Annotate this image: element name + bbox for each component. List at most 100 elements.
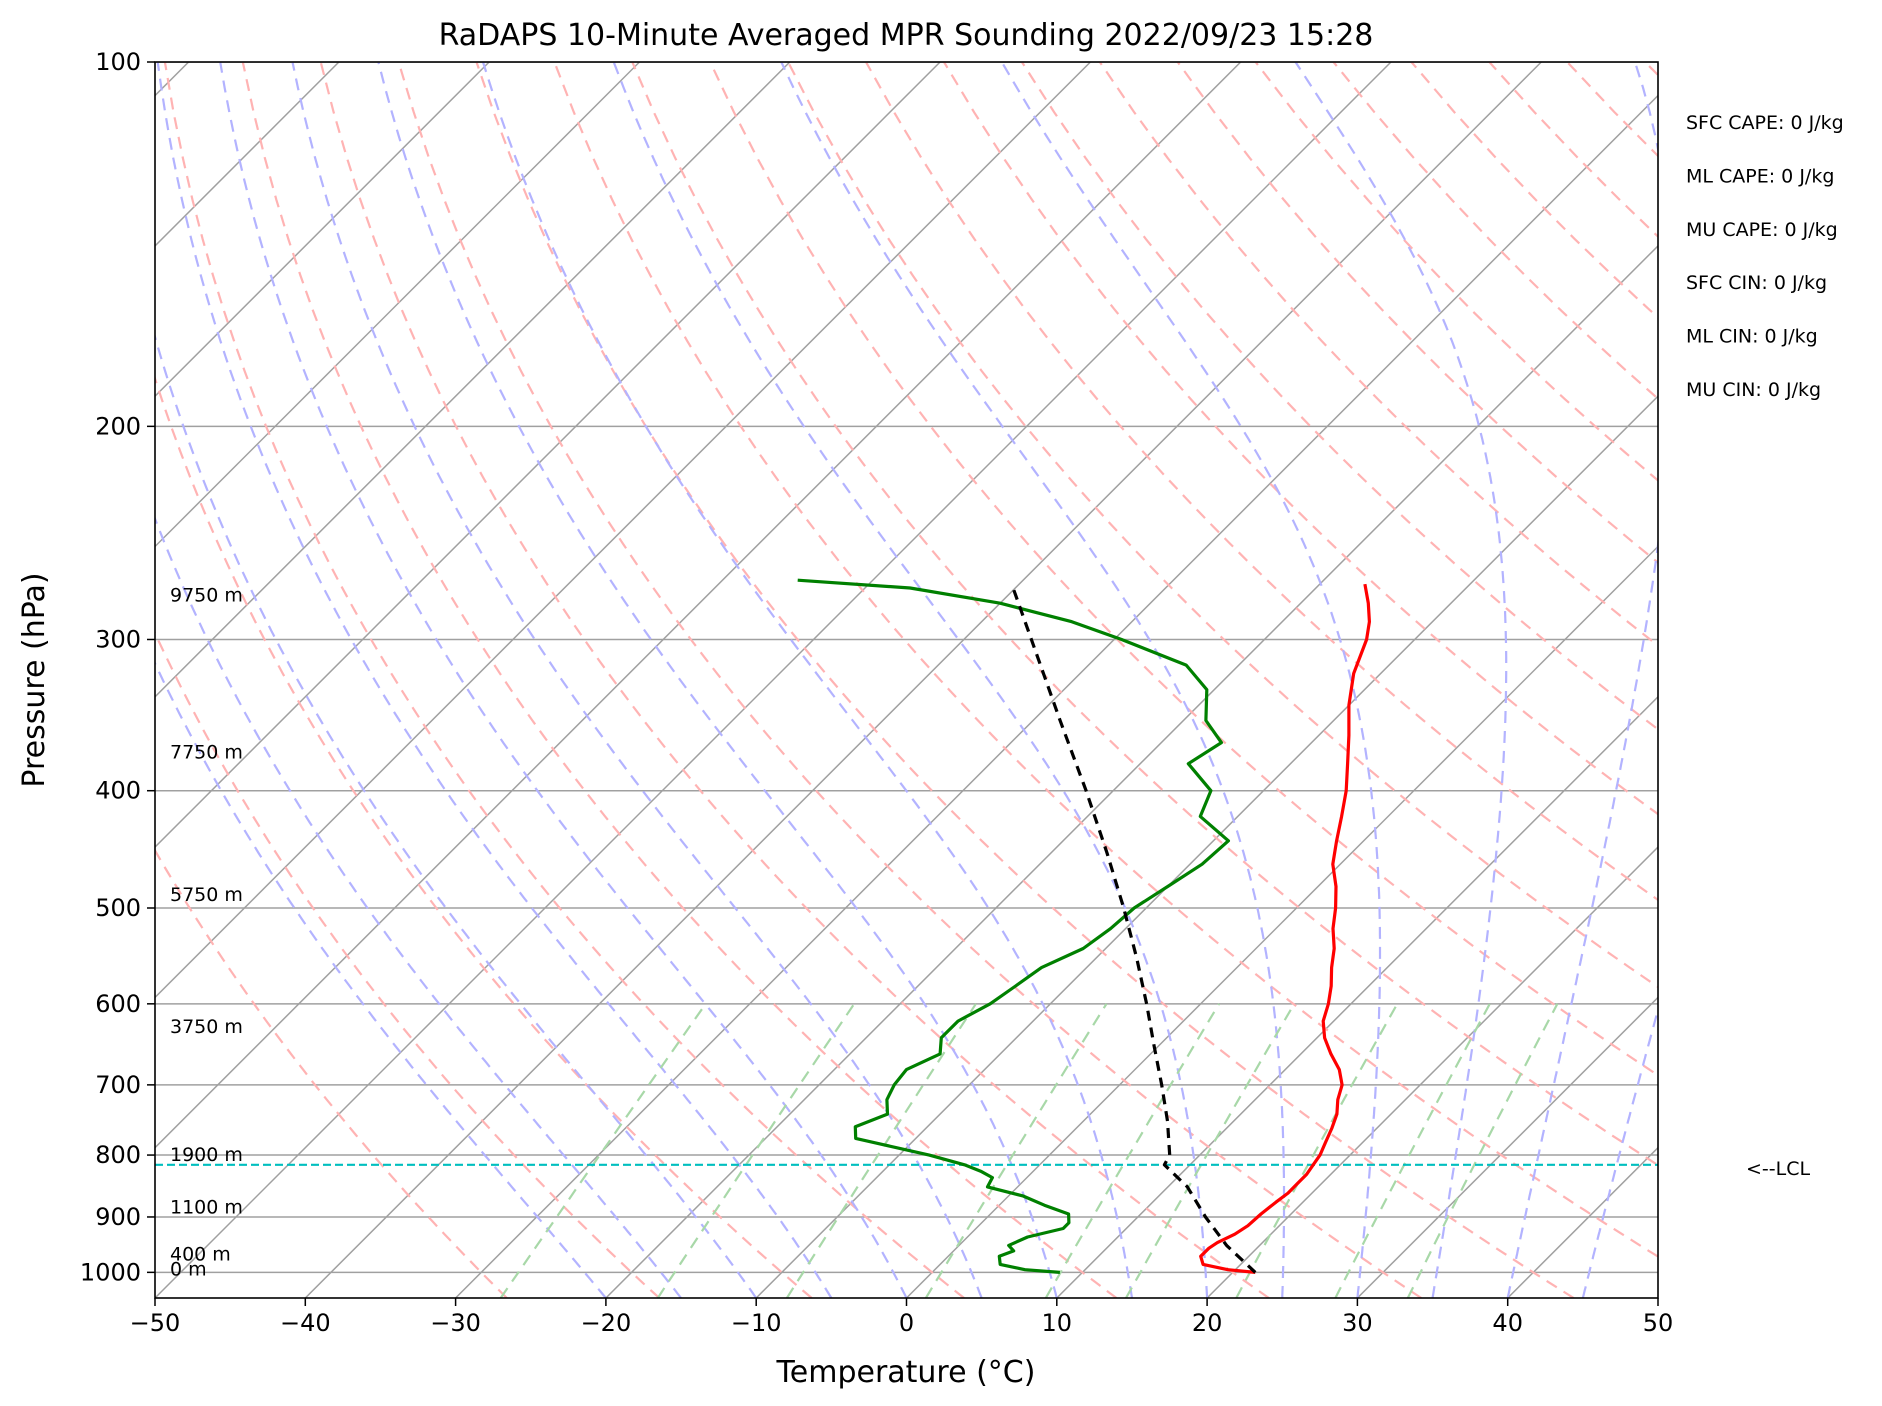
isotherm-line [155,62,641,548]
dry-adiabat-line [1098,62,1658,647]
isotherm-line [155,62,1242,1149]
dry-adiabat-line [1410,62,1658,319]
moist-adiabat-line [780,62,1286,1298]
dry-adiabat-line [943,62,1658,816]
dry-adiabat-line [163,62,965,1298]
mixing-ratio-line [924,1003,1108,1298]
mixing-ratio-line [1235,1003,1399,1298]
isotherm-line [605,244,1658,1298]
isotherm-line [155,62,490,398]
isotherm-line [1356,996,1658,1298]
dry-adiabat-line [319,62,1270,1298]
dry-adiabat-line [709,62,1658,1077]
x-tick-label: 10 [1042,1309,1073,1337]
isotherm-line [155,62,791,698]
moist-adiabat-line [155,660,607,1298]
height-label: 400 m [170,1244,231,1266]
y-tick-label: 200 [95,412,141,440]
height-label: 1100 m [170,1197,243,1219]
isotherm-line [1657,1296,1658,1298]
cape-cin-annotation: SFC CIN: 0 J/kg [1686,272,1827,294]
mixing-ratio-line [1334,1003,1491,1298]
y-tick-label: 500 [95,894,141,922]
dry-adiabat-line [397,62,1422,1298]
y-tick-label: 700 [95,1071,141,1099]
cape-cin-annotation: MU CAPE: 0 J/kg [1686,219,1838,241]
isotherm-line [1206,846,1658,1298]
y-tick-label: 600 [95,990,141,1018]
cape-cin-annotation: ML CAPE: 0 J/kg [1686,165,1834,187]
x-tick-label: 0 [899,1309,914,1337]
mixing-ratio-line [785,1003,977,1298]
isotherm-line [905,545,1658,1298]
isotherm-line [455,94,1658,1298]
mixing-ratio-line [1406,1003,1559,1298]
moist-adiabat-line [156,62,833,1298]
isotherm-line [155,62,941,849]
y-axis-label: Pressure (hPa) [17,572,52,787]
dry-adiabat-line [1723,62,1882,1298]
isotherm-line [1056,695,1658,1298]
dry-adiabat-line [155,848,508,1298]
dry-adiabat-line [787,62,1658,989]
height-label: 9750 m [170,585,243,607]
height-label: 1900 m [170,1144,243,1166]
chart-title: RaDAPS 10-Minute Averaged MPR Sounding 2… [439,18,1374,53]
dry-adiabat-line [155,630,661,1298]
axes: −50 −40 −30 −20 −10 0 10 20 30 40 50 100 200 300 400 50… [80,48,1673,1337]
cape-cin-annotation: ML CIN: 0 J/kg [1686,326,1818,348]
cape-cin-annotation: SFC CAPE: 0 J/kg [1686,112,1844,134]
height-label: 7750 m [170,742,243,764]
x-tick-label: 30 [1342,1309,1373,1337]
mixing-ratio-line [1125,1003,1296,1298]
moist-adiabat-line [155,332,758,1298]
x-tick-label: 50 [1643,1309,1674,1337]
mixing-ratio-line [1044,1003,1221,1298]
dry-adiabat-line [631,62,1658,1167]
isotherm-line [155,62,1392,1298]
height-label: 3750 m [170,1016,243,1038]
moist-adiabat-line [291,62,983,1298]
x-tick-label: −40 [280,1309,331,1337]
y-tick-label: 800 [95,1141,141,1169]
y-tick-label: 100 [95,48,141,76]
dry-adiabat-line [1644,62,1658,77]
dewpoint-profile-line [797,578,1231,1274]
dry-adiabat-line [1020,62,1658,731]
dry-adiabat-line [1566,62,1658,158]
x-tick-label: −20 [581,1309,632,1337]
dry-adiabat-line [1332,62,1658,401]
moist-adiabat-line [377,62,1058,1298]
isotherm-line [755,395,1658,1298]
height-label: 0 m [170,1259,207,1281]
temperature-profile-line [1199,583,1372,1274]
cape-cin-annotation: MU CIN: 0 J/kg [1686,379,1821,401]
height-label: 5750 m [170,884,243,906]
background-lines [155,62,1882,1298]
y-tick-label: 300 [95,625,141,653]
x-tick-label: −10 [731,1309,782,1337]
dry-adiabat-line [1176,62,1658,565]
isotherm-line [1507,1146,1658,1298]
isotherm-line [1808,62,1882,1298]
dry-adiabat-line [241,62,1118,1298]
moist-adiabat-line [1294,62,1508,1298]
x-axis-label: Temperature (°C) [776,1355,1036,1390]
y-tick-label: 1000 [80,1258,141,1286]
moist-adiabat-line [1581,1005,1658,1298]
isotherm-line [155,62,1091,999]
mixing-ratio-line [499,1003,707,1298]
data-lines [155,578,1658,1274]
x-tick-label: −50 [130,1309,181,1337]
isotherm-line [304,62,1542,1298]
lcl-label: <--LCL [1746,1158,1810,1180]
dry-adiabat-line [553,62,1658,1258]
labels: 9750 m 7750 m 5750 m 3750 m 1900 m 1100 m 400 … [170,112,1844,1281]
dry-adiabat-line [1254,62,1658,482]
x-tick-label: 20 [1192,1309,1223,1337]
moist-adiabat-line [1000,62,1382,1298]
dry-adiabat-line [475,62,1575,1298]
x-tick-label: 40 [1492,1309,1523,1337]
moist-adiabat-line [481,62,1134,1298]
